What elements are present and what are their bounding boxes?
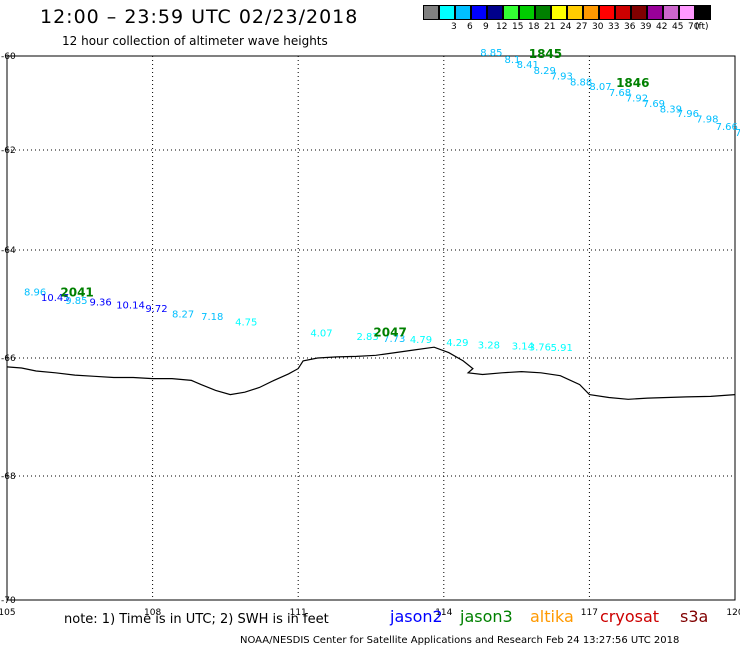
wave-height-value: 7.31 xyxy=(735,128,740,139)
wave-height-value: 3.28 xyxy=(478,340,500,351)
wave-height-value: 4.75 xyxy=(235,318,257,329)
wave-height-value: 8.85 xyxy=(480,48,502,59)
lat-tick-label: -70 xyxy=(1,596,16,606)
note-text: note: 1) Time is in UTC; 2) SWH is in fe… xyxy=(64,612,329,627)
wave-height-value: 10.14 xyxy=(116,300,145,311)
satellite-legend-cryosat: cryosat xyxy=(600,607,659,626)
satellite-legend-jason3: jason3 xyxy=(460,607,513,626)
lon-tick-label: 117 xyxy=(581,608,598,618)
lat-tick-label: -60 xyxy=(1,52,16,62)
pass-time-label: 2041 xyxy=(60,285,93,299)
lat-tick-label: -64 xyxy=(1,246,16,256)
wave-height-map: 105108111114117120-60-62-64-66-68-708.85… xyxy=(0,0,740,650)
pass-time-label: 1846 xyxy=(616,76,649,90)
satellite-legend-altika: altika xyxy=(530,607,574,626)
lat-tick-label: -66 xyxy=(1,354,16,364)
wave-height-value: 3.76 xyxy=(529,342,551,353)
pass-time-label: 2047 xyxy=(373,325,406,339)
lat-tick-label: -62 xyxy=(1,146,16,156)
wave-height-value: 9.72 xyxy=(145,304,167,315)
wave-height-value: 7.18 xyxy=(201,312,223,323)
lon-tick-label: 120 xyxy=(726,608,740,618)
wave-height-value: 4.79 xyxy=(410,335,432,346)
lat-tick-label: -68 xyxy=(1,472,16,482)
satellite-legend-s3a: s3a xyxy=(680,607,708,626)
pass-time-label: 1845 xyxy=(529,47,562,61)
satellite-legend-jason2: jason2 xyxy=(390,607,443,626)
wave-height-value: 8.27 xyxy=(172,310,194,321)
wave-height-value: 4.07 xyxy=(310,328,332,339)
wave-height-value: 4.29 xyxy=(446,338,468,349)
coastline xyxy=(7,347,735,399)
map-frame xyxy=(7,56,735,600)
footer-credit: NOAA/NESDIS Center for Satellite Applica… xyxy=(240,635,679,646)
wave-height-value: 5.91 xyxy=(551,343,573,354)
lon-tick-label: 105 xyxy=(0,608,16,618)
